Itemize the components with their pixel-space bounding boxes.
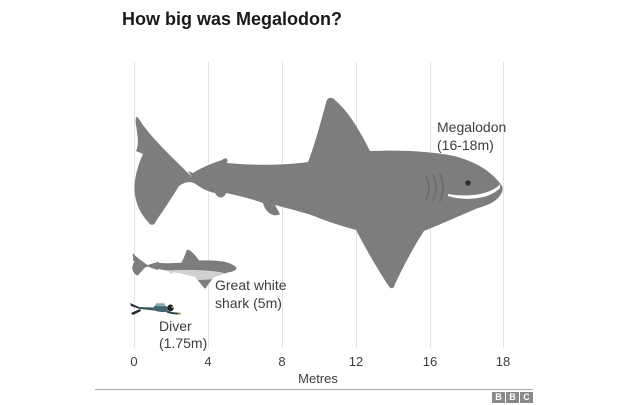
diver-torso [154,305,168,313]
x-tick-4: 4 [204,354,212,369]
label-megalodon-size: (16-18m) [437,137,494,153]
label-great-white-size: shark (5m) [215,295,282,311]
label-great-white: Great white shark (5m) [215,276,287,312]
diver-arm [166,310,179,315]
great-white-shark-silhouette [132,249,237,289]
eye-icon [465,180,471,186]
label-diver-size: (1.75m) [159,335,208,351]
gills-icon [425,173,444,202]
x-tick-18: 18 [495,354,511,369]
diver-silhouette [130,303,181,315]
footer-divider [95,389,533,390]
x-tick-16: 16 [422,354,438,369]
x-tick-12: 12 [348,354,364,369]
label-great-white-name: Great white [215,277,287,293]
label-megalodon-name: Megalodon [437,119,507,135]
label-diver: Diver (1.75m) [159,318,207,352]
bbc-logo-block-3: C [520,392,533,403]
megalodon-silhouette [134,97,503,289]
diver-fin-upper [130,303,140,309]
page-title: How big was Megalodon? [122,9,342,29]
diver-face [171,305,174,309]
diver-hand [178,312,181,315]
diver-fin-lower [131,309,141,315]
label-diver-name: Diver [159,318,192,334]
x-tick-0: 0 [130,354,138,369]
gridline-0m [134,62,135,348]
diver-tank [155,303,165,307]
gridline-18m [503,62,504,348]
mouth-line [448,184,500,199]
bbc-logo-block-2: B [506,392,519,403]
label-megalodon: Megalodon (16-18m) [437,118,506,154]
gridline-4m [208,62,209,348]
bbc-logo-block-1: B [492,392,505,403]
diver-legs [139,307,154,311]
bbc-logo: B B C [492,392,533,403]
x-axis-label: Metres [298,371,338,386]
x-tick-8: 8 [278,354,286,369]
